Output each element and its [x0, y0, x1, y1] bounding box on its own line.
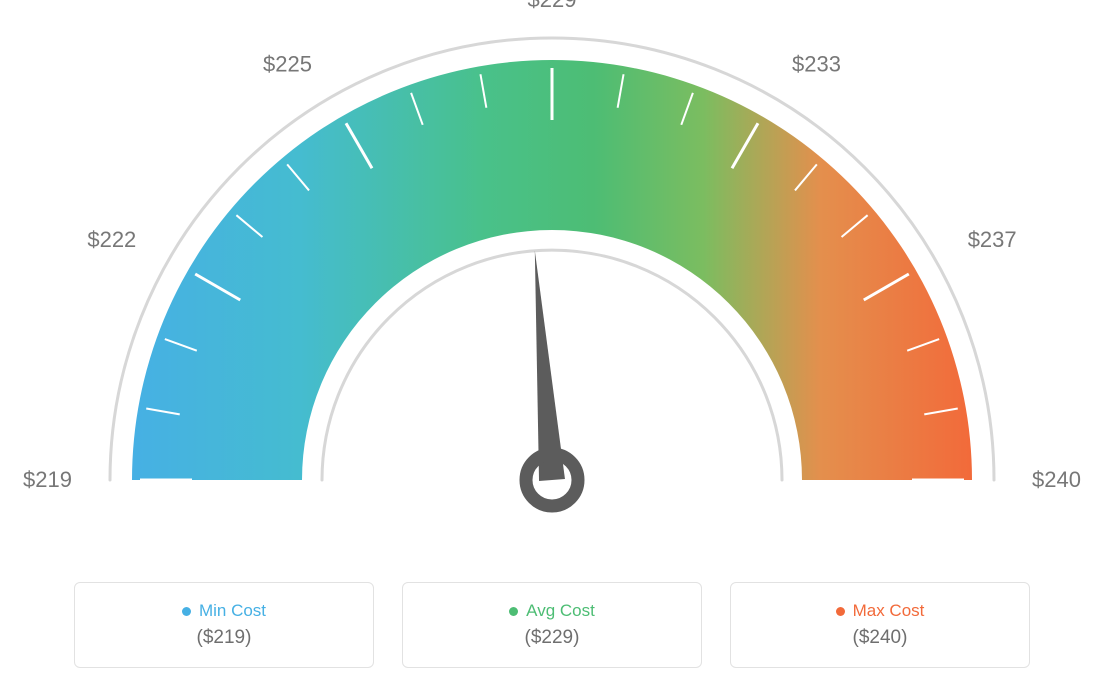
- gauge-tick-label: $222: [87, 227, 136, 252]
- gauge-tick-label: $240: [1032, 467, 1081, 492]
- gauge-tick-label: $219: [23, 467, 72, 492]
- cost-card-value: ($240): [853, 627, 908, 649]
- cost-card-label-row: Avg Cost: [509, 601, 595, 621]
- gauge-tick-label: $237: [968, 227, 1017, 252]
- gauge-chart: $219 $222 $225 $229 $233 $237 $240: [0, 0, 1104, 560]
- cost-card: Min Cost ($219): [74, 582, 374, 668]
- cost-card-label-row: Min Cost: [182, 601, 266, 621]
- cost-card-value: ($229): [525, 627, 580, 649]
- gauge-svg: $219 $222 $225 $229 $233 $237 $240: [0, 0, 1104, 560]
- cost-card-label-row: Max Cost: [836, 601, 925, 621]
- legend-dot-icon: [509, 607, 518, 616]
- gauge-needle: [535, 251, 565, 481]
- cost-card-value: ($219): [197, 627, 252, 649]
- legend-cards: Min Cost ($219) Avg Cost ($229) Max Cost ($24…: [0, 582, 1104, 668]
- cost-card-label: Min Cost: [199, 601, 266, 621]
- gauge-tick-label: $229: [528, 0, 577, 12]
- cost-card: Avg Cost ($229): [402, 582, 702, 668]
- cost-card-label: Max Cost: [853, 601, 925, 621]
- legend-dot-icon: [836, 607, 845, 616]
- gauge-tick-label: $225: [263, 51, 312, 76]
- cost-card: Max Cost ($240): [730, 582, 1030, 668]
- legend-dot-icon: [182, 607, 191, 616]
- gauge-tick-label: $233: [792, 51, 841, 76]
- cost-card-label: Avg Cost: [526, 601, 595, 621]
